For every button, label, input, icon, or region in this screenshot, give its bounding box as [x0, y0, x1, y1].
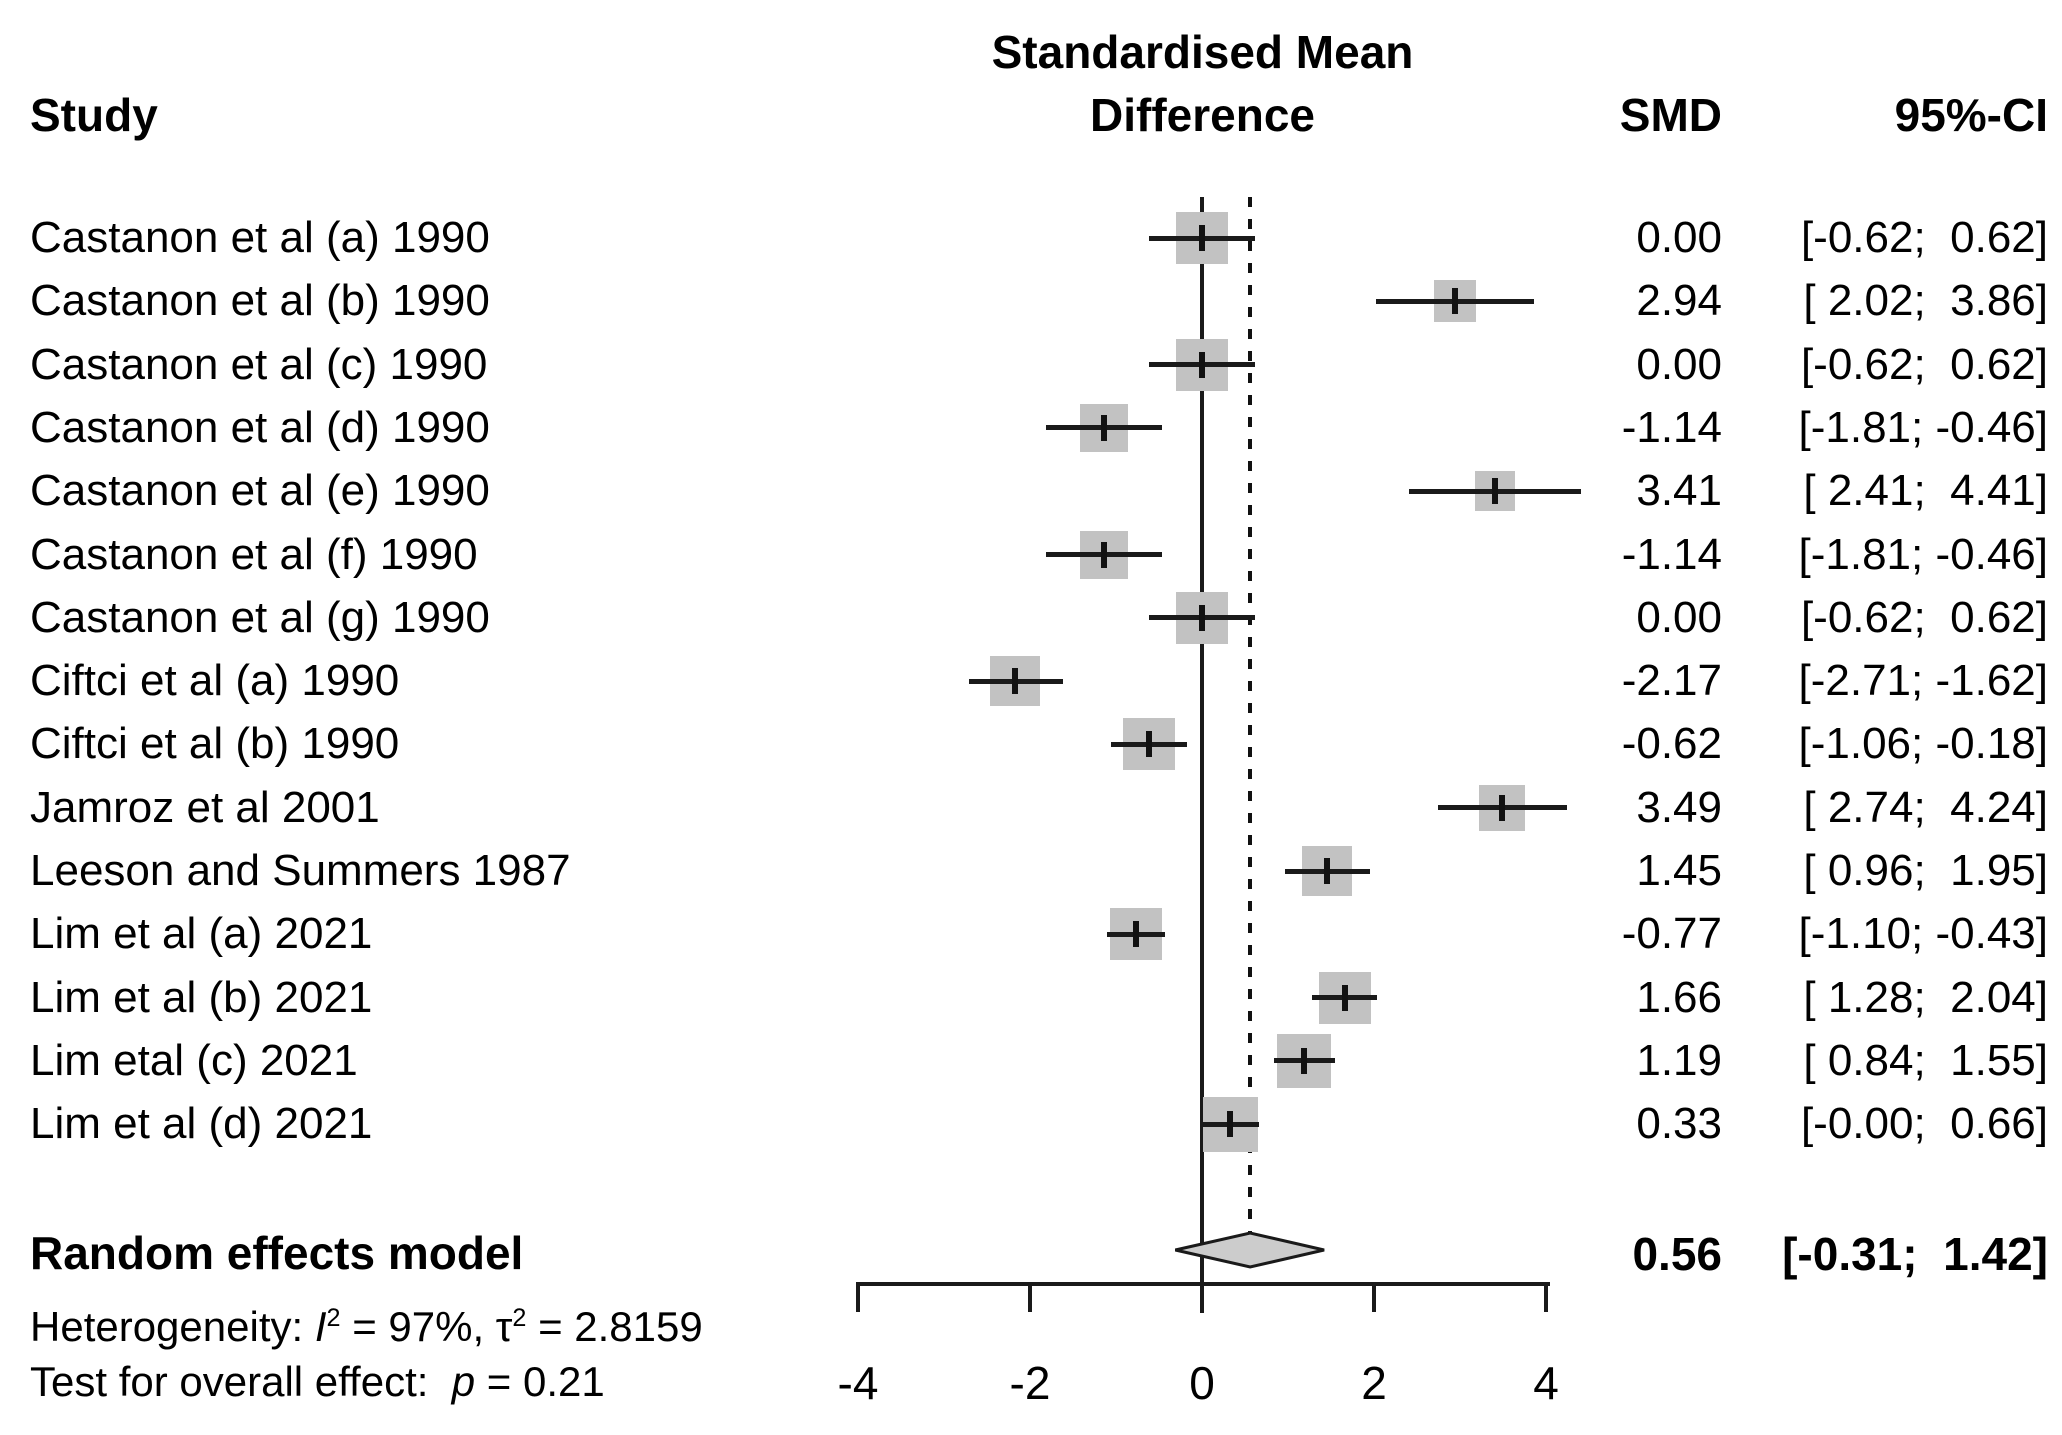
tau-squared-symbol: τ: [495, 1303, 513, 1350]
ci-value: [-1.81; -0.46]: [1798, 402, 2048, 452]
i-squared-symbol: I: [314, 1303, 327, 1350]
point-estimate-tick: [1499, 794, 1506, 821]
summary-ci-value: [-0.31; 1.42]: [1782, 1228, 2048, 1280]
study-label: Lim et al (b) 2021: [30, 972, 373, 1022]
point-estimate-tick: [1227, 1111, 1234, 1138]
ci-value: [-0.62; 0.62]: [1800, 339, 2048, 389]
ci-value: [ 0.96; 1.95]: [1803, 846, 2048, 895]
study-label: Ciftci et al (a) 1990: [30, 656, 400, 706]
smd-value: -0.77: [1621, 909, 1722, 959]
smd-value: 1.45: [1636, 846, 1722, 895]
study-label: Castanon et al (g) 1990: [30, 592, 490, 642]
ci-value: [ 1.28; 2.04]: [1803, 972, 2048, 1022]
summary-smd-value: 0.56: [1632, 1228, 1722, 1280]
point-estimate-tick: [1199, 351, 1205, 378]
ci-value: [-0.00; 0.66]: [1800, 1099, 2048, 1149]
ci-value: [-1.06; -0.18]: [1798, 719, 2048, 769]
study-label: Castanon et al (a) 1990: [30, 213, 490, 262]
overall-effect-test: Test for overall effect: p = 0.21: [30, 1356, 605, 1408]
study-label: Leeson and Summers 1987: [30, 846, 571, 895]
point-estimate-tick: [1145, 731, 1152, 758]
study-label: Lim etal (c) 2021: [30, 1035, 358, 1085]
summary-diamond: [1175, 1231, 1325, 1269]
smd-value: 1.19: [1636, 1035, 1722, 1085]
smd-value: -0.62: [1621, 719, 1722, 769]
smd-value: -2.17: [1621, 656, 1722, 706]
ci-value: [-1.10; -0.43]: [1798, 909, 2048, 959]
x-axis: [858, 1282, 1550, 1286]
point-estimate-tick: [1012, 668, 1019, 695]
study-label: Castanon et al (c) 1990: [30, 339, 488, 389]
x-axis-tick: [856, 1282, 860, 1312]
study-label: Castanon et al (d) 1990: [30, 402, 490, 452]
effect-measure-header-line2: Difference: [1090, 89, 1315, 141]
study-column-header: Study: [30, 89, 158, 141]
heterogeneity-stats: Heterogeneity: I2 = 97%, τ2 = 2.8159: [30, 1292, 703, 1353]
point-estimate-tick: [1341, 984, 1348, 1011]
point-estimate-tick: [1100, 541, 1107, 568]
x-axis-tick-label: 4: [1533, 1357, 1559, 1409]
smd-value: -1.14: [1621, 402, 1722, 452]
smd-value: 3.41: [1636, 466, 1722, 516]
smd-value: 1.66: [1636, 972, 1722, 1022]
smd-value: -1.14: [1621, 529, 1722, 579]
point-estimate-tick: [1323, 858, 1330, 884]
test-suffix: = 0.21: [475, 1358, 605, 1405]
x-axis-tick: [1544, 1282, 1548, 1312]
point-estimate-tick: [1301, 1047, 1308, 1074]
ci-value: [ 2.41; 4.41]: [1803, 466, 2048, 516]
point-estimate-tick: [1132, 921, 1139, 948]
study-label: Castanon et al (f) 1990: [30, 529, 478, 579]
study-label: Lim et al (a) 2021: [30, 909, 373, 959]
test-prefix: Test for overall effect:: [30, 1358, 452, 1405]
study-label: Castanon et al (b) 1990: [30, 276, 490, 326]
ci-value: [ 0.84; 1.55]: [1803, 1035, 2048, 1085]
ci-value: [ 2.02; 3.86]: [1803, 276, 2048, 326]
i-squared-sup: 2: [326, 1304, 341, 1332]
heterogeneity-prefix: Heterogeneity:: [30, 1303, 315, 1350]
ci-value: [-0.62; 0.62]: [1800, 592, 2048, 642]
effect-measure-header-line1: Standardised Mean: [991, 26, 1414, 78]
zero-reference-line: [1200, 197, 1204, 1313]
pooled-estimate-dashed-line: [1248, 197, 1253, 1233]
study-label: Castanon et al (e) 1990: [30, 466, 490, 516]
ci-value: [-1.81; -0.46]: [1798, 529, 2048, 579]
smd-value: 3.49: [1636, 782, 1722, 832]
smd-value: 0.00: [1636, 213, 1722, 262]
point-estimate-tick: [1199, 604, 1205, 631]
x-axis-tick-label: 0: [1189, 1357, 1215, 1409]
ci-value: [-2.71; -1.62]: [1798, 656, 2048, 706]
ci-value: [ 2.74; 4.24]: [1803, 782, 2048, 832]
smd-value: 0.00: [1636, 592, 1722, 642]
tau-squared-sup: 2: [512, 1304, 527, 1332]
smd-column-header: SMD: [1619, 89, 1722, 141]
x-axis-tick-label: 2: [1361, 1357, 1387, 1409]
x-axis-tick: [1028, 1282, 1032, 1312]
x-axis-tick-label: -2: [1009, 1357, 1051, 1409]
p-symbol: p: [451, 1358, 476, 1405]
point-estimate-tick: [1100, 414, 1107, 441]
ci-column-header: 95%-CI: [1894, 89, 2048, 141]
study-label: Jamroz et al 2001: [30, 782, 380, 832]
point-estimate-tick: [1492, 478, 1499, 505]
ci-value: [-0.62; 0.62]: [1800, 213, 2048, 262]
heterogeneity-mid: = 97%,: [340, 1303, 496, 1350]
heterogeneity-suffix: = 2.8159: [526, 1303, 703, 1350]
point-estimate-tick: [1451, 288, 1458, 315]
x-axis-tick: [1372, 1282, 1376, 1312]
point-estimate-tick: [1199, 225, 1205, 251]
x-axis-tick: [1200, 1282, 1204, 1312]
smd-value: 0.33: [1636, 1099, 1722, 1149]
summary-row-label: Random effects model: [30, 1227, 524, 1279]
study-label: Ciftci et al (b) 1990: [30, 719, 400, 769]
x-axis-tick-label: -4: [837, 1357, 879, 1409]
smd-value: 2.94: [1636, 276, 1722, 326]
smd-value: 0.00: [1636, 339, 1722, 389]
study-label: Lim et al (d) 2021: [30, 1099, 373, 1149]
